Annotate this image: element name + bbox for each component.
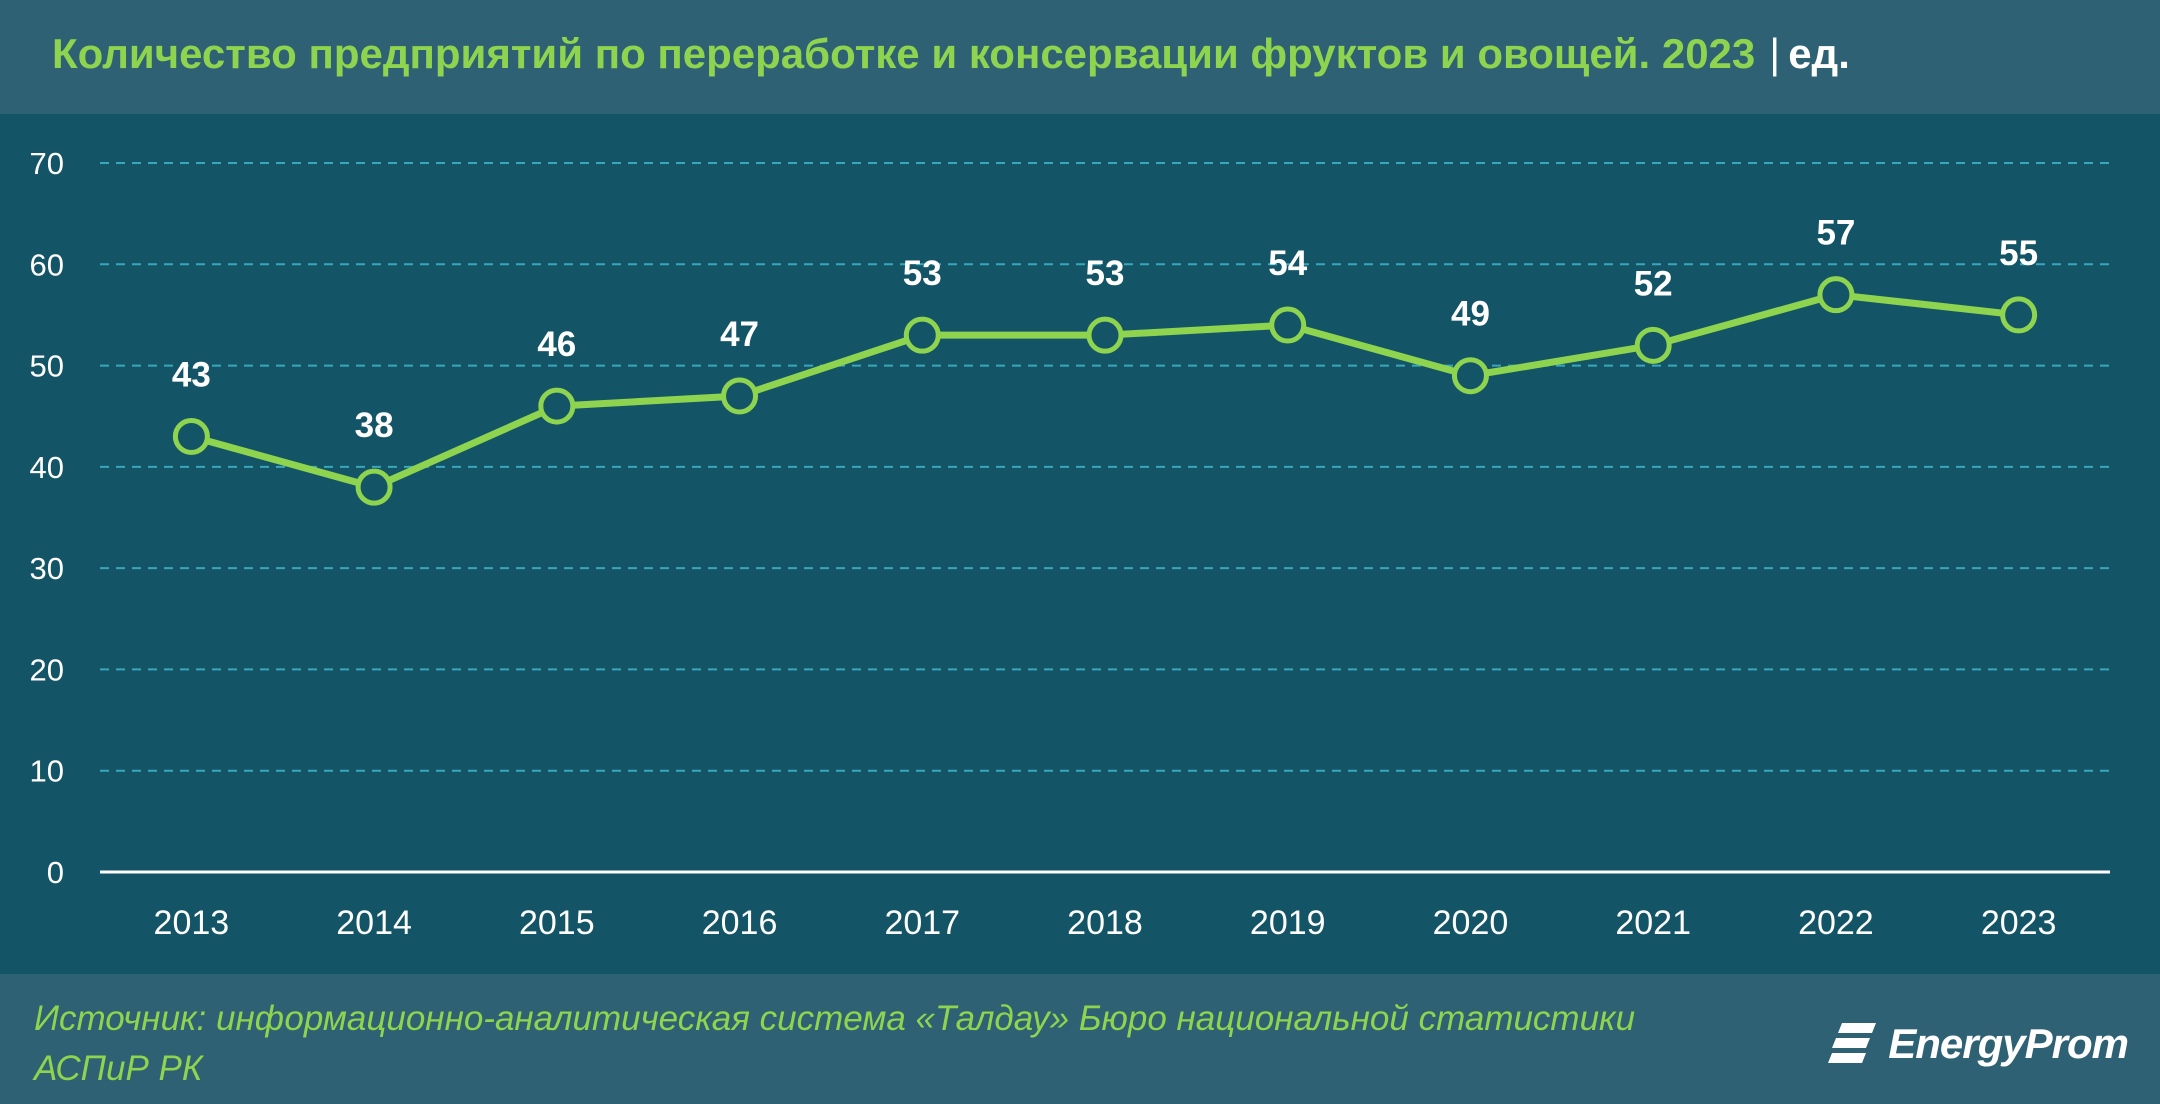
label-layer: 43 38 46 47 53 53 54 49 52 57 55 bbox=[172, 214, 2038, 445]
data-label-2016: 47 bbox=[720, 315, 759, 354]
header-band: Количество предприятий по переработке и … bbox=[0, 0, 2160, 114]
line-chart: 0 10 20 30 40 50 60 70 2013 2014 2015 2016 2017 2018 2… bbox=[30, 146, 2110, 942]
point-marker-2023 bbox=[2000, 296, 2038, 334]
data-label-2018: 53 bbox=[1086, 254, 1125, 293]
point-marker-2015 bbox=[538, 387, 576, 425]
series-layer bbox=[172, 276, 2038, 506]
y-tick-label-60: 60 bbox=[30, 247, 64, 282]
y-tick-label-20: 20 bbox=[30, 652, 64, 687]
data-label-2019: 54 bbox=[1268, 244, 1307, 283]
chart-unit: ед. bbox=[1788, 30, 1850, 77]
point-marker-2021 bbox=[1634, 326, 1672, 364]
data-label-2020: 49 bbox=[1451, 295, 1490, 334]
y-tick-label-10: 10 bbox=[30, 754, 64, 789]
point-marker-2020 bbox=[1451, 357, 1489, 395]
point-marker-2018 bbox=[1086, 316, 1124, 354]
title-separator: | bbox=[1769, 30, 1781, 77]
data-label-2023: 55 bbox=[1999, 234, 2038, 273]
point-marker-2013 bbox=[172, 417, 210, 455]
plot-area: 0 10 20 30 40 50 60 70 2013 2014 2015 2016 2017 2018 2… bbox=[0, 114, 2160, 974]
footer-band: Источник: информационно-аналитическая си… bbox=[0, 974, 2160, 1104]
source-note: Источник: информационно-аналитическая си… bbox=[34, 994, 1794, 1094]
data-label-2014: 38 bbox=[355, 406, 394, 445]
data-label-2022: 57 bbox=[1816, 214, 1855, 253]
x-tick-label-2019: 2019 bbox=[1250, 904, 1326, 942]
chart-title: Количество предприятий по переработке и … bbox=[52, 30, 1850, 78]
data-label-2013: 43 bbox=[172, 355, 211, 394]
logo-stripes-icon bbox=[1828, 1023, 1877, 1063]
axis-layer: 0 10 20 30 40 50 60 70 2013 2014 2015 2016 2017 2018 2… bbox=[30, 146, 2110, 942]
x-tick-label-2023: 2023 bbox=[1981, 904, 2057, 942]
x-tick-label-2016: 2016 bbox=[702, 904, 778, 942]
y-tick-label-40: 40 bbox=[30, 450, 64, 485]
x-tick-label-2021: 2021 bbox=[1615, 904, 1691, 942]
y-tick-label-0: 0 bbox=[47, 855, 64, 890]
x-tick-label-2014: 2014 bbox=[336, 904, 412, 942]
x-tick-label-2020: 2020 bbox=[1433, 904, 1509, 942]
data-label-2017: 53 bbox=[903, 254, 942, 293]
x-tick-label-2022: 2022 bbox=[1798, 904, 1874, 942]
point-marker-2022 bbox=[1817, 276, 1855, 314]
energyprom-logo: EnergyProm bbox=[1828, 1014, 2129, 1074]
data-label-2015: 46 bbox=[537, 325, 576, 364]
source-line-2: АСПиР РК bbox=[34, 1049, 203, 1088]
y-tick-label-50: 50 bbox=[30, 349, 64, 384]
y-tick-label-70: 70 bbox=[30, 146, 64, 181]
x-tick-label-2013: 2013 bbox=[154, 904, 230, 942]
point-marker-2019 bbox=[1269, 306, 1307, 344]
chart-title-text: Количество предприятий по переработке и … bbox=[52, 30, 1756, 77]
data-label-2021: 52 bbox=[1634, 264, 1673, 303]
x-tick-label-2018: 2018 bbox=[1067, 904, 1143, 942]
point-marker-2017 bbox=[903, 316, 941, 354]
y-tick-label-30: 30 bbox=[30, 551, 64, 586]
x-tick-label-2017: 2017 bbox=[884, 904, 960, 942]
point-marker-2016 bbox=[721, 377, 759, 415]
x-tick-label-2015: 2015 bbox=[519, 904, 595, 942]
point-marker-2014 bbox=[355, 468, 393, 506]
source-line-1: Источник: информационно-аналитическая си… bbox=[34, 999, 1636, 1038]
logo-text: EnergyProm bbox=[1888, 1020, 2129, 1067]
